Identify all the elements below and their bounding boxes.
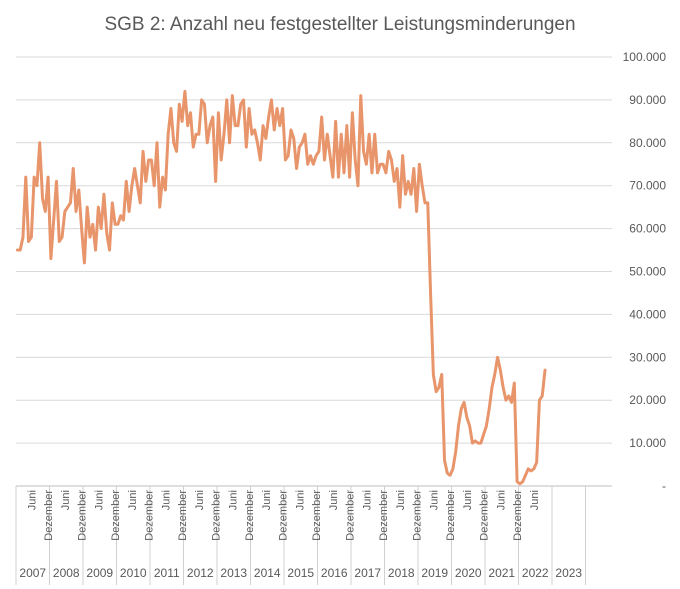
- series-line: [15, 89, 547, 486]
- x-tick-label: Dezember: [77, 490, 89, 541]
- x-tick-label: Dezember: [43, 490, 55, 541]
- year-label: 2016: [321, 566, 348, 580]
- x-tick-label: Juni: [361, 490, 373, 510]
- y-tick-label: 50.000: [629, 265, 666, 279]
- x-tick-label: Dezember: [345, 490, 357, 541]
- y-tick-label: 90.000: [629, 93, 666, 107]
- year-label: 2023: [555, 566, 582, 580]
- year-label: 2012: [187, 566, 214, 580]
- x-tick-label: Dezember: [278, 490, 290, 541]
- x-tick-label: Juni: [194, 490, 206, 510]
- x-tick-label: Dezember: [479, 490, 491, 541]
- y-tick-label: 30.000: [629, 350, 666, 364]
- x-tick-label: Juni: [93, 490, 105, 510]
- year-label: 2022: [522, 566, 549, 580]
- x-tick-label: Dezember: [110, 490, 122, 541]
- x-tick-label: Juni: [395, 490, 407, 510]
- year-label: 2008: [53, 566, 80, 580]
- x-tick-label: Juni: [60, 490, 72, 510]
- year-label: 2019: [421, 566, 448, 580]
- x-tick-label: Juni: [462, 490, 474, 510]
- x-tick-label: Juni: [261, 490, 273, 510]
- x-tick-label: Juni: [294, 490, 306, 510]
- y-tick-label: 80.000: [629, 136, 666, 150]
- x-tick-label: Dezember: [311, 490, 323, 541]
- x-tick-label: Dezember: [512, 490, 524, 541]
- year-label: 2021: [488, 566, 515, 580]
- year-label: 2014: [254, 566, 281, 580]
- y-tick-label: 60.000: [629, 222, 666, 236]
- year-label: 2009: [86, 566, 113, 580]
- x-tick-label: Juni: [160, 490, 172, 510]
- x-tick-label: Dezember: [412, 490, 424, 541]
- x-tick-label: Juni: [227, 490, 239, 510]
- year-label: 2017: [354, 566, 381, 580]
- chart-title: SGB 2: Anzahl neu festgestellter Leistun…: [104, 14, 576, 35]
- x-tick-label: Dezember: [211, 490, 223, 541]
- y-tick-label: 20.000: [629, 393, 666, 407]
- y-tick-label: 70.000: [629, 179, 666, 193]
- x-tick-label: Dezember: [244, 490, 256, 541]
- year-label: 2015: [287, 566, 314, 580]
- x-tick-label: Dezember: [378, 490, 390, 541]
- year-label: 2007: [19, 566, 46, 580]
- x-tick-label: Juni: [428, 490, 440, 510]
- x-tick-label: Dezember: [177, 490, 189, 541]
- x-tick-label: Juni: [495, 490, 507, 510]
- x-tick-label: Juni: [26, 490, 38, 510]
- year-label: 2011: [154, 566, 180, 580]
- x-tick-label: Juni: [328, 490, 340, 510]
- x-tick-label: Dezember: [445, 490, 457, 541]
- year-label: 2010: [120, 566, 147, 580]
- y-tick-label: 100.000: [623, 50, 667, 64]
- y-tick-label: 40.000: [629, 307, 666, 321]
- x-tick-label: Juni: [529, 490, 541, 510]
- year-label: 2020: [455, 566, 482, 580]
- x-tick-label: Juni: [127, 490, 139, 510]
- year-label: 2018: [388, 566, 415, 580]
- y-tick-label: -: [662, 479, 666, 493]
- y-tick-label: 10.000: [629, 436, 666, 450]
- year-label: 2013: [220, 566, 247, 580]
- x-tick-label: Dezember: [144, 490, 156, 541]
